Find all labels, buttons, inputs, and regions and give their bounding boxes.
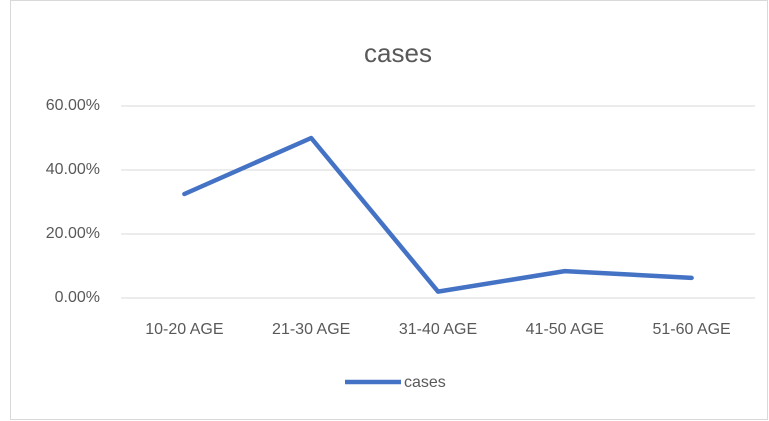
y-tick-label: 60.00% [46, 97, 100, 114]
y-tick-label: 20.00% [46, 225, 100, 242]
x-tick-label: 41-50 AGE [526, 321, 604, 338]
y-tick-label: 40.00% [46, 161, 100, 178]
legend-label: cases [404, 374, 446, 391]
x-tick-label: 31-40 AGE [399, 321, 477, 338]
line-series [182, 135, 694, 294]
y-tick-label: 0.00% [55, 289, 100, 306]
chart-title: cases [364, 38, 432, 68]
chart-border [10, 0, 768, 420]
x-tick-label: 21-30 AGE [272, 321, 350, 338]
x-tick-label: 10-20 AGE [145, 321, 223, 338]
x-tick-label: 51-60 AGE [652, 321, 730, 338]
